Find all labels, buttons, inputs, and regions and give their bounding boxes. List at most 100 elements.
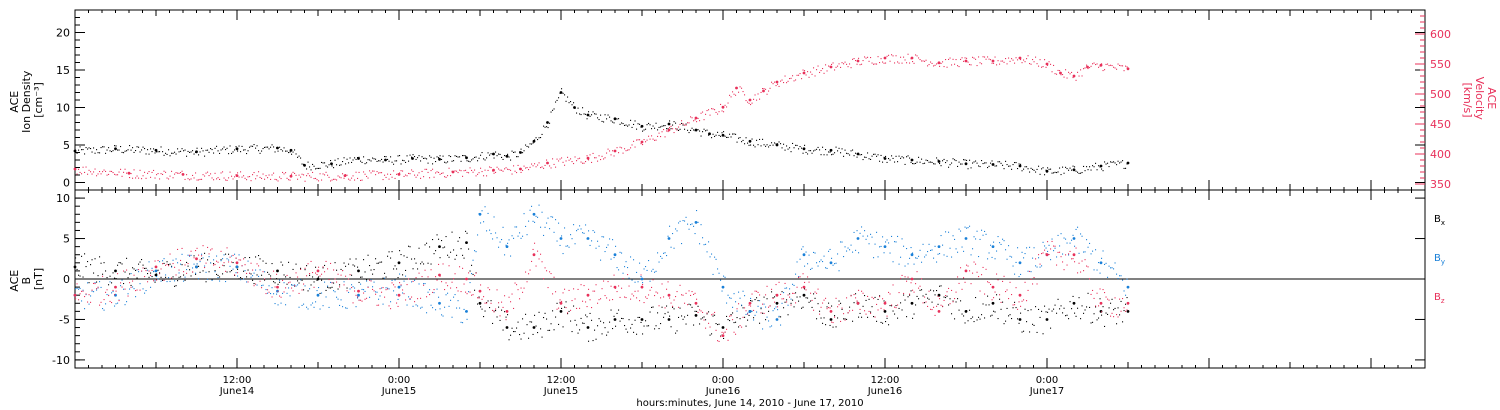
scatter-dot: [231, 261, 233, 263]
scatter-dot: [211, 279, 213, 281]
scatter-dot: [94, 282, 96, 284]
scatter-dot: [411, 281, 413, 283]
scatter-dot: [445, 282, 447, 284]
scatter-dot: [901, 156, 903, 158]
scatter-dot: [235, 174, 237, 176]
data-point: [114, 269, 117, 273]
scatter-dot: [550, 323, 552, 325]
scatter-dot: [1104, 161, 1106, 163]
scatter-dot: [373, 290, 375, 292]
scatter-dot: [559, 158, 561, 160]
scatter-dot: [715, 258, 717, 260]
scatter-dot: [841, 62, 843, 64]
scatter-dot: [975, 238, 977, 240]
scatter-dot: [1041, 310, 1043, 312]
scatter-dot: [928, 64, 930, 66]
scatter-dot: [628, 124, 630, 126]
scatter-dot: [1096, 292, 1098, 294]
scatter-dot: [136, 175, 138, 177]
scatter-dot: [778, 141, 780, 143]
scatter-dot: [876, 155, 878, 157]
scatter-dot: [367, 177, 369, 179]
scatter-dot: [555, 219, 557, 221]
scatter-dot: [634, 120, 636, 122]
data-point: [1072, 237, 1076, 240]
scatter-dot: [492, 322, 494, 324]
scatter-dot: [501, 156, 503, 158]
scatter-dot: [229, 171, 231, 173]
scatter-dot: [547, 287, 549, 289]
data-point: [667, 293, 671, 297]
scatter-dot: [285, 172, 287, 174]
scatter-dot: [345, 275, 347, 277]
scatter-dot: [120, 282, 122, 284]
scatter-dot: [726, 315, 728, 317]
scatter-dot: [219, 280, 221, 282]
scatter-dot: [996, 273, 998, 275]
scatter-dot: [999, 294, 1001, 296]
scatter-dot: [90, 148, 92, 150]
scatter-dot: [234, 176, 236, 178]
scatter-dot: [909, 62, 911, 64]
scatter-dot: [219, 178, 221, 180]
scatter-dot: [904, 299, 906, 301]
scatter-dot: [292, 151, 294, 153]
scatter-dot: [285, 150, 287, 152]
scatter-dot: [135, 177, 137, 179]
scatter-dot: [661, 125, 663, 127]
scatter-dot: [360, 160, 362, 162]
scatter-dot: [897, 61, 899, 63]
scatter-dot: [670, 128, 672, 130]
scatter-dot: [81, 290, 83, 292]
scatter-dot: [462, 254, 464, 256]
scatter-dot: [1050, 248, 1052, 250]
scatter-dot: [885, 62, 887, 64]
scatter-dot: [1036, 331, 1038, 333]
scatter-dot: [886, 317, 888, 319]
scatter-dot: [121, 175, 123, 177]
data-point: [613, 253, 617, 257]
scatter-dot: [609, 238, 611, 240]
scatter-dot: [513, 331, 515, 333]
scatter-dot: [948, 58, 950, 60]
scatter-dot: [562, 253, 564, 255]
scatter-dot: [1075, 315, 1077, 317]
scatter-dot: [453, 249, 455, 251]
scatter-dot: [586, 316, 588, 318]
scatter-dot: [855, 293, 857, 295]
scatter-dot: [370, 280, 372, 282]
scatter-dot: [580, 317, 582, 319]
scatter-dot: [594, 329, 596, 331]
scatter-dot: [1078, 75, 1080, 77]
scatter-dot: [937, 253, 939, 255]
data-point: [478, 301, 482, 305]
scatter-dot: [111, 282, 113, 284]
scatter-dot: [142, 146, 144, 148]
scatter-dot: [493, 172, 495, 174]
scatter-dot: [745, 310, 747, 312]
scatter-dot: [979, 290, 981, 292]
scatter-dot: [690, 294, 692, 296]
scatter-dot: [946, 66, 948, 68]
scatter-dot: [537, 250, 539, 252]
velocity-tick-label: 600: [1430, 28, 1451, 41]
scatter-dot: [315, 266, 317, 268]
scatter-dot: [868, 158, 870, 160]
scatter-dot: [562, 92, 564, 94]
scatter-dot: [283, 173, 285, 175]
scatter-dot: [474, 250, 476, 252]
scatter-dot: [664, 307, 666, 309]
scatter-dot: [954, 298, 956, 300]
scatter-dot: [261, 150, 263, 152]
scatter-dot: [997, 318, 999, 320]
scatter-dot: [135, 290, 137, 292]
scatter-dot: [793, 80, 795, 82]
scatter-dot: [1080, 318, 1082, 320]
scatter-dot: [895, 155, 897, 157]
scatter-dot: [844, 149, 846, 151]
scatter-dot: [520, 287, 522, 289]
scatter-dot: [462, 322, 464, 324]
scatter-dot: [955, 291, 957, 293]
scatter-dot: [1081, 305, 1083, 307]
scatter-dot: [324, 162, 326, 164]
